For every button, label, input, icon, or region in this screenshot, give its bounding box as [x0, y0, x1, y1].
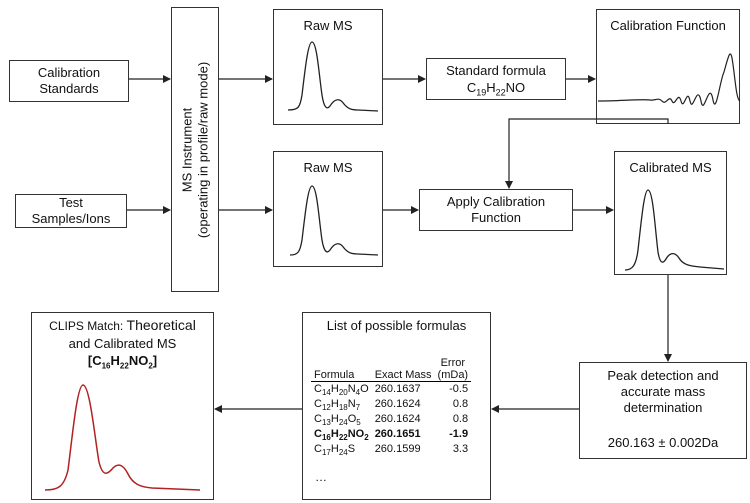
clips-formula: [C16H22NO2] — [87, 353, 158, 371]
apply-calibration-box: Apply Calibration Function — [419, 189, 573, 231]
peak-detection-box: Peak detection and accurate mass determi… — [579, 362, 747, 459]
raw-ms-top-title: Raw MS — [303, 18, 353, 33]
table-row: C16H22NO2 260.1651 -1.9 — [311, 427, 471, 442]
formula-cell: C16H22NO2 — [314, 428, 369, 443]
formula-cell: C12H18N7 — [314, 398, 361, 413]
error-cell: 0.8 — [452, 398, 469, 410]
raw-ms-top-curve — [287, 41, 379, 112]
mass-result: 260.163 ± 0.002Da — [607, 435, 719, 450]
col-error: Error (mDa) — [434, 357, 472, 382]
calibrated-ms-curve — [624, 189, 725, 271]
table-row: C17H24S 260.1599 3.3 — [311, 442, 471, 457]
formula-cell: C14H20N4O — [314, 383, 369, 398]
col-formula: Formula — [311, 357, 372, 382]
error-cell: -0.5 — [449, 383, 469, 395]
standard-formula-box: Standard formula C19H22NO — [426, 58, 566, 100]
table-row: C14H20N4O 260.1637 -0.5 — [311, 382, 471, 398]
formula-cell: C17H24S — [314, 443, 356, 458]
test-samples-label: Test Samples/Ions — [31, 195, 111, 226]
test-samples-box: Test Samples/Ions — [15, 194, 127, 228]
formula-list-title: List of possible formulas — [326, 318, 467, 333]
calibration-function-curve — [597, 53, 741, 106]
exact-mass-cell: 260.1651 — [374, 428, 421, 440]
raw-ms-bottom-box: Raw MS — [273, 151, 383, 267]
error-cell: 0.8 — [452, 413, 469, 425]
error-cell: 3.3 — [452, 443, 469, 455]
raw-ms-top-box: Raw MS — [273, 9, 383, 125]
exact-mass-cell: 260.1637 — [374, 383, 421, 395]
peak-detection-label: Peak detection and accurate mass determi… — [607, 368, 719, 415]
calibration-standards-box: Calibration Standards — [9, 60, 129, 102]
error-cell: -1.9 — [449, 428, 469, 440]
formula-list-box: List of possible formulas Formula Exact … — [302, 312, 491, 500]
calibration-function-box: Calibration Function — [596, 9, 740, 124]
col-exact-mass: Exact Mass — [371, 357, 435, 382]
clips-match-box: CLIPS Match: Theoretical and Calibrated … — [31, 312, 214, 500]
clips-match-curve — [44, 384, 201, 491]
exact-mass-cell: 260.1599 — [374, 443, 421, 455]
raw-ms-bottom-title: Raw MS — [303, 160, 353, 175]
formula-table: Formula Exact Mass Error (mDa) C14H20N4O… — [311, 357, 472, 457]
exact-mass-cell: 260.1624 — [374, 413, 421, 425]
clips-match-title: CLIPS Match: Theoretical and Calibrated … — [49, 317, 196, 371]
arrow-calfunc-to-apply — [505, 118, 669, 189]
standard-formula-value: C19H22NO — [466, 80, 526, 98]
exact-mass-cell: 260.1624 — [374, 398, 421, 410]
table-row: C13H24O5 260.1624 0.8 — [311, 412, 471, 427]
table-ellipsis: … — [315, 470, 327, 484]
raw-ms-bottom-curve — [289, 185, 379, 256]
apply-calibration-label: Apply Calibration Function — [446, 194, 546, 225]
calibrated-ms-title: Calibrated MS — [629, 160, 712, 175]
calibrated-ms-box: Calibrated MS — [614, 151, 727, 275]
calibration-standards-label: Calibration Standards — [37, 65, 101, 96]
formula-cell: C13H24O5 — [314, 413, 361, 428]
table-row: C12H18N7 260.1624 0.8 — [311, 397, 471, 412]
calibration-function-title: Calibration Function — [610, 18, 726, 33]
ms-instrument-box: MS Instrument (operating in profile/raw … — [171, 7, 219, 292]
standard-formula-label: Standard formula — [446, 63, 546, 78]
